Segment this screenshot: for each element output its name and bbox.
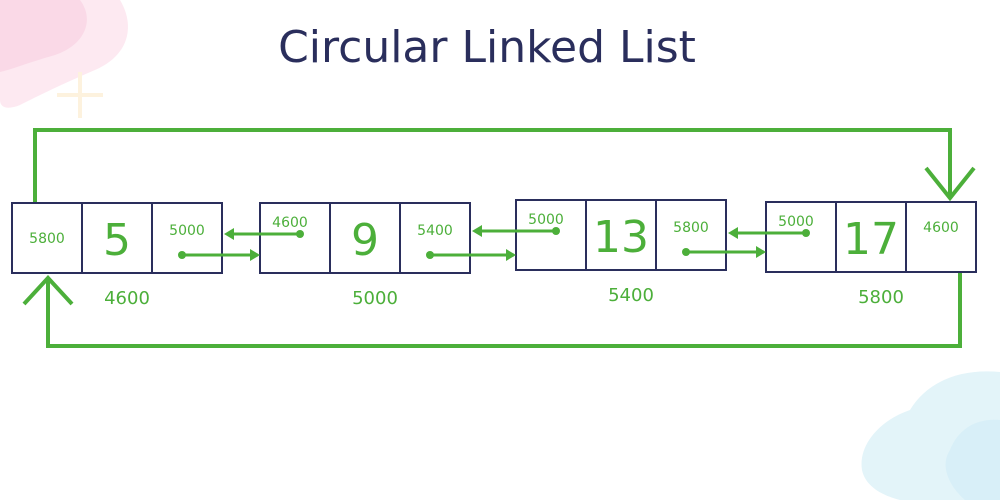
node-prev-pointer: 4600 <box>272 215 308 231</box>
list-node: 5000 17 4600 5800 <box>765 201 977 308</box>
arrowhead <box>250 249 260 261</box>
node-link <box>426 225 560 261</box>
node-value: 13 <box>593 212 649 263</box>
links-layer <box>178 225 810 261</box>
arrowhead <box>728 227 738 239</box>
circular-link-line <box>22 128 976 348</box>
arrowhead <box>506 249 516 261</box>
arrowhead <box>224 228 234 240</box>
node-prev-pointer: 5000 <box>528 212 564 228</box>
node-value: 5 <box>103 215 131 266</box>
arrowhead <box>472 225 482 237</box>
arrowhead <box>756 246 766 258</box>
node-prev-cell <box>11 202 83 274</box>
node-prev-cell <box>259 202 331 274</box>
node-value-cell <box>329 202 401 274</box>
decorative-blob-top-left <box>0 0 128 108</box>
decorative-blob-bottom-right <box>861 371 1000 500</box>
node-value: 17 <box>843 214 899 265</box>
node-value: 9 <box>351 215 379 266</box>
list-node: 4600 9 5400 5000 <box>259 202 471 309</box>
node-link <box>178 228 304 261</box>
list-node: 5800 5 5000 4600 <box>11 202 223 309</box>
node-value-cell <box>585 199 657 271</box>
list-node: 5000 13 5800 5400 <box>515 199 727 306</box>
nodes-layer: 5800 5 5000 4600 4600 9 5400 5000 5000 13 5800 5400… <box>11 199 977 309</box>
node-next-pointer: 5800 <box>673 220 709 236</box>
node-next-pointer: 4600 <box>923 220 959 236</box>
node-value-cell <box>835 201 907 273</box>
node-address: 5400 <box>608 285 654 306</box>
node-address: 5800 <box>858 287 904 308</box>
node-address: 4600 <box>104 288 150 309</box>
node-address: 5000 <box>352 288 398 309</box>
node-link <box>682 227 810 258</box>
node-prev-pointer: 5800 <box>29 231 65 247</box>
node-next-cell <box>151 202 223 274</box>
node-prev-cell <box>765 201 837 273</box>
node-next-cell <box>399 202 471 274</box>
node-next-pointer: 5000 <box>169 223 205 239</box>
node-next-cell <box>655 199 727 271</box>
node-next-cell <box>905 201 977 273</box>
node-prev-cell <box>515 199 587 271</box>
plus-icon <box>57 72 103 118</box>
node-prev-pointer: 5000 <box>778 214 814 230</box>
page-title: Circular Linked List <box>278 22 696 73</box>
node-next-pointer: 5400 <box>417 223 453 239</box>
